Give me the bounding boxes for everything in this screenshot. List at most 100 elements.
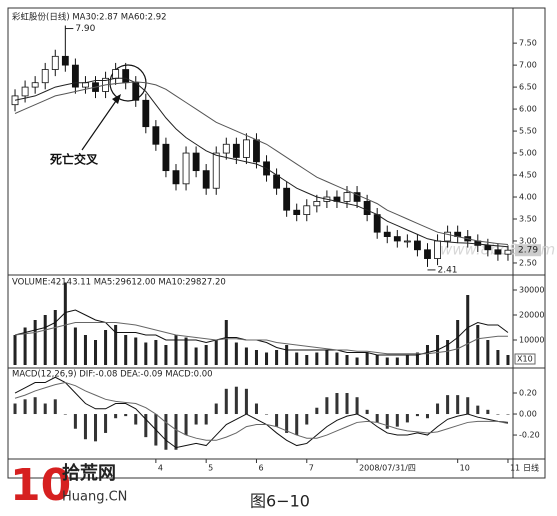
bar	[23, 327, 27, 365]
bar	[345, 393, 349, 415]
bar	[194, 347, 198, 365]
bar	[23, 399, 27, 415]
bar	[285, 414, 289, 433]
x-tick-label: 4	[158, 464, 163, 473]
bar	[214, 403, 218, 415]
y-tick-label: -0.20	[519, 431, 540, 440]
candle-body	[504, 249, 512, 255]
bar	[305, 355, 309, 365]
bar	[375, 414, 379, 423]
candle-body	[192, 152, 200, 172]
x-tick-label: 6	[258, 464, 263, 473]
bar	[355, 397, 359, 415]
candle-body	[132, 82, 140, 101]
bar	[63, 282, 67, 365]
bar	[275, 414, 279, 427]
bar	[315, 407, 319, 415]
y-tick-label: 7.00	[519, 61, 537, 70]
bar	[73, 414, 77, 429]
bar	[456, 395, 460, 415]
bar	[476, 325, 480, 365]
y-tick-label: 0.00	[519, 410, 537, 419]
bar	[164, 345, 168, 365]
x-axis-end-label: 日线	[523, 463, 539, 473]
bar	[234, 386, 238, 415]
bar	[83, 414, 87, 440]
bar	[124, 335, 128, 365]
y-tick-label: 30000	[519, 286, 544, 295]
candle-body	[21, 86, 29, 97]
bar	[405, 355, 409, 365]
candle-body	[51, 55, 59, 70]
bar	[425, 414, 429, 419]
candle-body	[11, 95, 19, 106]
bar	[73, 327, 77, 365]
y-tick-label: 3.50	[519, 215, 537, 224]
y-tick-label: 4.00	[519, 193, 537, 202]
bar	[63, 414, 67, 415]
bar	[335, 393, 339, 415]
bar	[335, 352, 339, 365]
candle-body	[444, 231, 452, 242]
candle-body	[303, 205, 311, 216]
candle-body	[424, 249, 431, 259]
logo-number: 10	[10, 460, 71, 511]
panel-title: 彩虹股份(日线) MA30:2.87 MA60:2.92	[12, 12, 167, 23]
x-tick-label: 10	[460, 464, 470, 473]
bar	[114, 325, 118, 365]
candle-body	[152, 126, 160, 145]
candle-body	[383, 231, 391, 237]
bar	[415, 414, 419, 417]
bar	[214, 340, 218, 365]
bar	[506, 355, 510, 365]
x-tick-label: 7	[309, 464, 314, 473]
candle-body	[283, 187, 291, 211]
bar	[174, 335, 178, 365]
candle-body	[313, 201, 321, 207]
bar	[154, 340, 158, 365]
y-tick-label: 0.20	[519, 389, 537, 398]
bar	[184, 414, 188, 436]
bar	[365, 409, 369, 415]
y-tick-label: 6.00	[519, 105, 537, 114]
candle-body	[122, 69, 130, 84]
bar	[466, 397, 470, 415]
bar	[53, 399, 57, 415]
bar	[325, 350, 329, 365]
bar	[204, 345, 208, 365]
candle-body	[71, 64, 79, 88]
candle-body	[414, 240, 421, 251]
arrow-line	[81, 97, 119, 151]
bar	[345, 355, 349, 365]
y-tick-label: 6.50	[519, 83, 537, 92]
bar	[53, 310, 57, 365]
bar	[275, 350, 279, 365]
candle-body	[222, 143, 230, 154]
bar	[395, 414, 399, 427]
candle-body	[373, 214, 381, 233]
bar	[244, 347, 248, 365]
y-tick-label: 5.50	[519, 127, 537, 136]
bar	[315, 352, 319, 365]
bar	[425, 345, 429, 365]
bar	[265, 414, 269, 415]
bar	[355, 357, 359, 365]
candle-body	[434, 240, 441, 259]
candle-body	[242, 139, 250, 158]
logo-site: Huang.CN	[62, 490, 127, 505]
last-price-box	[515, 244, 541, 257]
bar	[375, 355, 379, 365]
last-price-label: 2.79	[518, 246, 538, 256]
bar	[506, 414, 510, 415]
candle-body	[61, 55, 69, 66]
candle-body	[363, 201, 371, 216]
bar	[94, 340, 98, 365]
caption: 图6−10	[250, 492, 310, 511]
bar	[164, 414, 168, 450]
bar	[194, 414, 198, 425]
min-label: 2.41	[437, 265, 457, 275]
bar	[295, 414, 299, 436]
panel-title: MACD(12,26,9) DIF:-0.08 DEA:-0.09 MACD:0…	[12, 370, 213, 380]
bar	[13, 403, 17, 415]
bar	[325, 397, 329, 415]
